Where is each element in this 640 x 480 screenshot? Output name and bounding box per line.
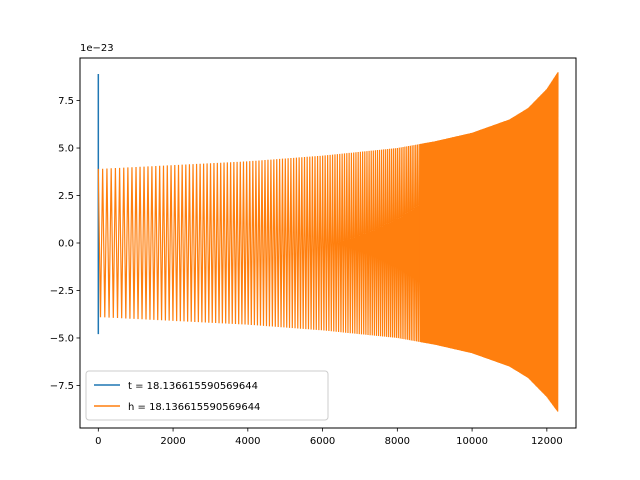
x-tick-label: 6000 <box>310 436 335 447</box>
legend-label: h = 18.136615590569644 <box>128 402 260 413</box>
x-tick-label: 4000 <box>235 436 260 447</box>
y-tick-label: −2.5 <box>50 286 74 297</box>
series-h-dense-fill <box>419 72 559 413</box>
legend: t = 18.136615590569644 h = 18.13661559056… <box>85 370 329 421</box>
y-tick-label: −7.5 <box>50 381 74 392</box>
x-tick-label: 10000 <box>456 436 488 447</box>
y-offset-label: 1e−23 <box>80 43 114 54</box>
x-tick-label: 2000 <box>160 436 185 447</box>
y-tick-label: −5.0 <box>50 333 74 344</box>
series-h <box>97 72 559 413</box>
x-tick-label: 0 <box>95 436 101 447</box>
axis-ticks: 0 2000 4000 6000 8000 10000 12000 −7.5 −5.0 −2.5 0… <box>50 96 563 447</box>
y-tick-label: 2.5 <box>58 191 74 202</box>
x-tick-label: 8000 <box>385 436 410 447</box>
x-tick-label: 12000 <box>531 436 563 447</box>
legend-label: t = 18.136615590569644 <box>128 381 258 392</box>
y-tick-label: 5.0 <box>58 144 74 155</box>
legend-box <box>85 370 329 421</box>
y-tick-label: 0.0 <box>58 239 74 250</box>
plot-area <box>97 72 559 413</box>
y-tick-label: 7.5 <box>58 96 74 107</box>
